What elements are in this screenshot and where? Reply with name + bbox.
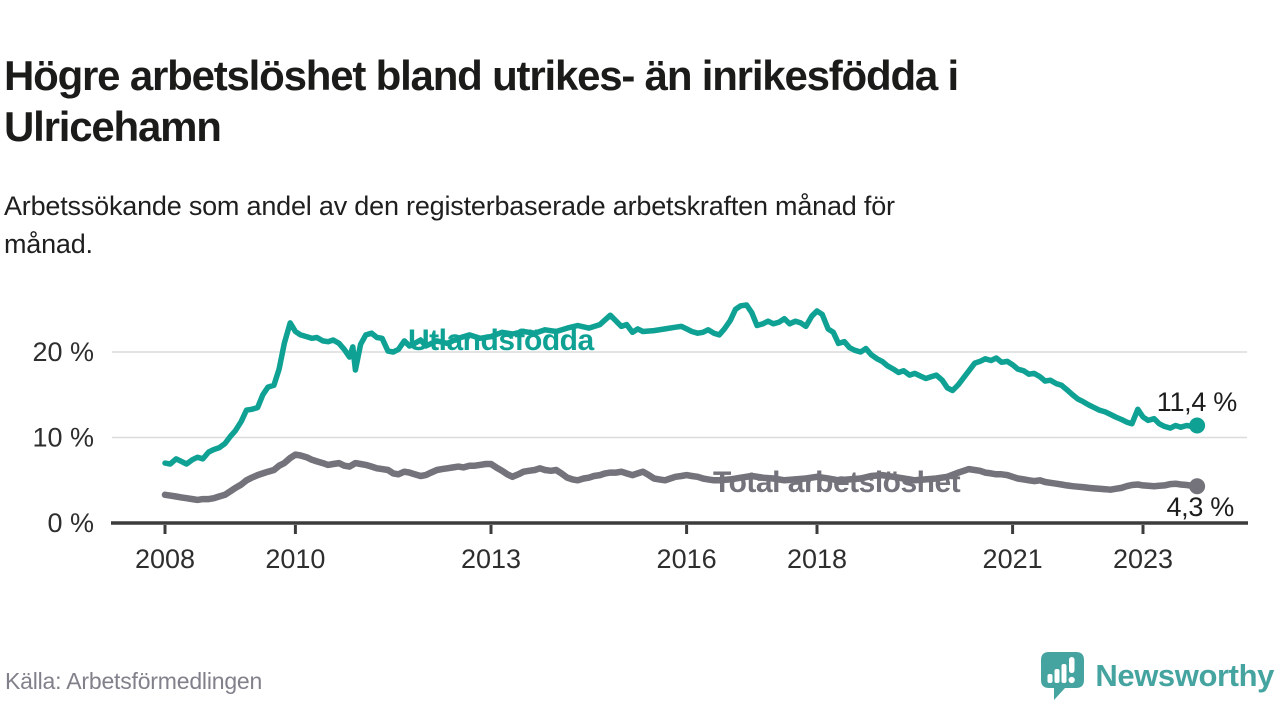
x-tick-label-2010: 2010 — [265, 544, 325, 574]
line-chart: 2008 2010 2013 2016 2018 2021 2023 0 % 10 % 20 % — [0, 270, 1280, 590]
series-end-dot-total-arbetsloshet — [1189, 478, 1206, 495]
newsworthy-logo-icon — [1041, 652, 1085, 700]
brand-footer: Newsworthy — [1039, 650, 1274, 702]
y-tick-label-20: 20 % — [32, 337, 94, 367]
series-end-dot-utlandsfodda — [1189, 417, 1206, 434]
end-value-label-total: 4,3 % — [1166, 492, 1234, 522]
page-title-line1: Högre arbetslöshet bland utrikes- än inr… — [4, 52, 959, 100]
x-tick-label-2013: 2013 — [461, 544, 521, 574]
x-tick-label-2016: 2016 — [657, 544, 717, 574]
x-tick-label-2023: 2023 — [1113, 544, 1173, 574]
x-tick-label-2018: 2018 — [787, 544, 847, 574]
chart-subtitle-line1: Arbetssökande som andel av den registerb… — [4, 191, 895, 221]
x-tick-label-2021: 2021 — [983, 544, 1043, 574]
page-title-line2: Ulricehamn — [4, 103, 222, 151]
page-title: Högre arbetslöshet bland utrikes- än inr… — [4, 50, 1274, 152]
chart-subtitle: Arbetssökande som andel av den registerb… — [4, 187, 1274, 263]
series-line-total-arbetsloshet — [161, 451, 1201, 504]
brand-name: Newsworthy — [1095, 658, 1274, 693]
source-note: Källa: Arbetsförmedlingen — [5, 668, 263, 694]
series-line-utlandsfodda — [162, 302, 1200, 467]
series-label-utlandsfodda: Utlandsfödda — [408, 324, 594, 357]
end-value-label-utlandsfodda: 11,4 % — [1156, 387, 1238, 417]
chart-svg: 2008 2010 2013 2016 2018 2021 2023 0 % 10 % 20 % — [32, 302, 1248, 574]
series-label-total-arbetsloshet: Total arbetslöshet — [713, 466, 961, 499]
chart-subtitle-line2: månad. — [4, 229, 93, 259]
y-tick-label-10: 10 % — [32, 423, 94, 453]
y-tick-label-0: 0 % — [47, 508, 94, 538]
x-tick-label-2008: 2008 — [135, 544, 195, 574]
